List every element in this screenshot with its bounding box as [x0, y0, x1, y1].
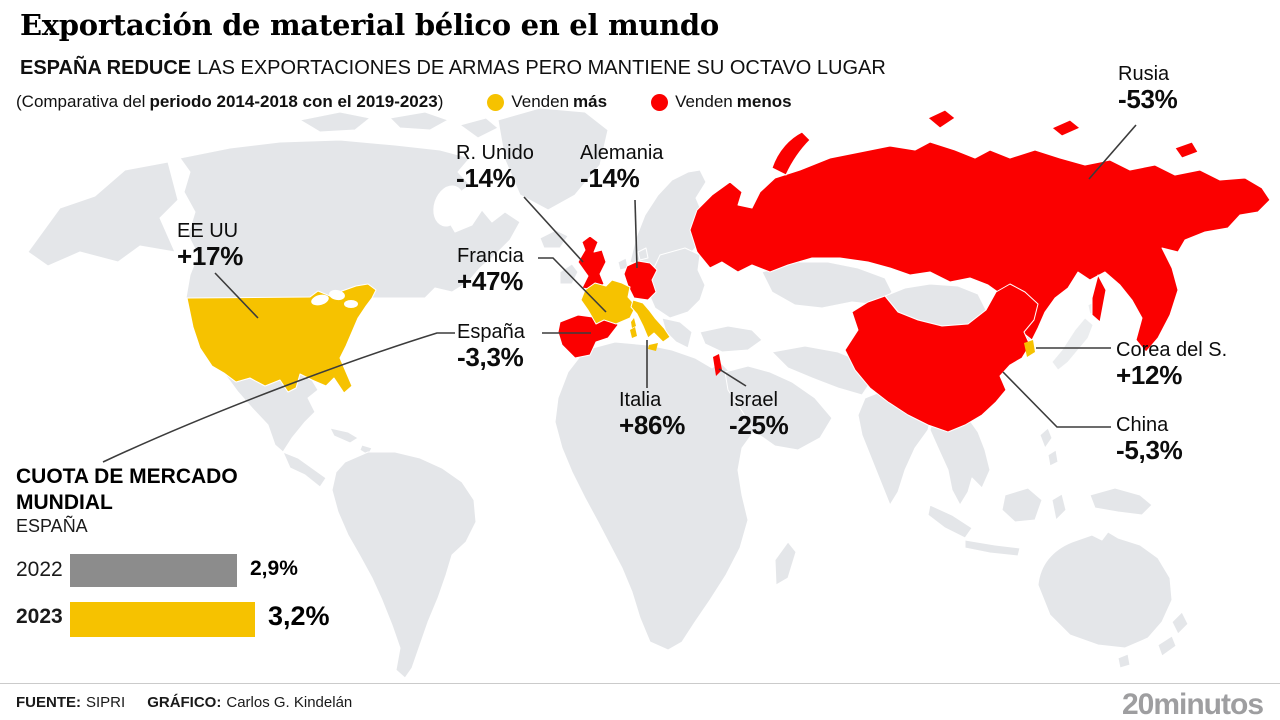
callout-russia	[1088, 124, 1137, 180]
map-label-r-unido: R. Unido -14%	[456, 142, 534, 194]
legend-sell-less: Venden menos	[651, 92, 792, 112]
callout-lines	[102, 124, 1137, 463]
country-value: -5,3%	[1116, 435, 1183, 466]
map-label-francia: Francia +47%	[457, 245, 524, 297]
country-south-korea	[1024, 340, 1035, 357]
country-name: Italia	[619, 389, 662, 411]
country-alaska	[27, 161, 179, 267]
comparison-note: (Comparativa del periodo 2014-2018 con el…	[16, 92, 444, 111]
callout-uk	[523, 196, 584, 263]
bar-2023	[70, 602, 255, 637]
callout-china	[1002, 371, 1111, 428]
source-label: FUENTE:	[16, 694, 81, 711]
country-name: Corea del S.	[1116, 339, 1228, 361]
country-value: -14%	[456, 163, 516, 194]
country-germany	[623, 260, 658, 301]
comparison-and-legend: (Comparativa del periodo 2014-2018 con el…	[16, 92, 792, 112]
map-label-italia: Italia +86%	[619, 389, 685, 441]
country-russia	[689, 141, 1271, 353]
country-greenland	[497, 107, 609, 211]
share-chart-region: ESPAÑA	[16, 516, 88, 536]
bar-value-2022: 2,9%	[250, 557, 298, 580]
callout-france	[538, 257, 607, 313]
country-name: R. Unido	[456, 142, 534, 164]
country-iceland	[539, 229, 569, 249]
country-turkey	[699, 325, 763, 353]
country-canada	[179, 139, 521, 299]
brand-logo: 20minutos	[1121, 688, 1264, 720]
country-name: Alemania	[580, 142, 664, 164]
country-australia	[1037, 531, 1173, 649]
region-southeast-asia	[929, 407, 991, 506]
bar-category-2022: 2022	[16, 558, 63, 581]
country-value: -53%	[1118, 84, 1178, 115]
callout-germany	[634, 199, 638, 269]
footer-credits: FUENTE: SIPRI GRÁFICO: Carlos G. Kindelán	[16, 694, 352, 711]
legend-less-dot-icon	[651, 93, 669, 111]
callout-spain-to-share-chart	[102, 332, 455, 463]
legend-more-dot-icon	[487, 93, 505, 111]
legend-sell-more: Venden más	[487, 92, 607, 112]
callout-eeuu	[214, 272, 259, 319]
subtitle-bold: ESPAÑA REDUCE	[20, 57, 192, 79]
country-china	[844, 283, 1039, 433]
country-value: -3,3%	[457, 342, 524, 373]
map-label-espana: España -3,3%	[457, 321, 525, 373]
country-name: China	[1116, 414, 1169, 436]
country-name: Israel	[729, 389, 778, 411]
country-italy	[630, 299, 671, 343]
continent-south-america	[331, 451, 477, 679]
country-value: -14%	[580, 163, 640, 194]
country-name: España	[457, 321, 525, 343]
callout-israel	[718, 368, 747, 387]
page-subtitle: ESPAÑA REDUCE LAS EXPORTACIONES DE ARMAS …	[20, 57, 886, 80]
map-label-eeuu: EE UU +17%	[177, 220, 243, 272]
map-label-corea: Corea del S. +12%	[1116, 339, 1227, 391]
country-mexico	[223, 372, 319, 453]
graphic-label: GRÁFICO:	[147, 694, 222, 711]
map-label-israel: Israel -25%	[729, 389, 789, 441]
land-shapes	[27, 107, 1189, 679]
bar-value-2023: 3,2%	[268, 601, 330, 631]
bar-2022	[70, 554, 237, 587]
region-arabia	[724, 365, 833, 451]
footer-divider	[0, 683, 1280, 684]
country-value: +86%	[619, 410, 686, 441]
map-label-china: China -5,3%	[1116, 414, 1183, 466]
country-uk	[577, 235, 607, 291]
page-title: Exportación de material bélico en el mun…	[20, 8, 719, 42]
country-name: Rusia	[1118, 63, 1170, 85]
country-name: EE UU	[177, 220, 239, 242]
country-japan	[1051, 317, 1094, 371]
map-label-alemania: Alemania -14%	[580, 142, 663, 194]
country-value: +47%	[457, 266, 524, 297]
map-label-rusia: Rusia -53%	[1118, 63, 1178, 115]
country-value: +12%	[1116, 360, 1183, 391]
country-value: -25%	[729, 410, 789, 441]
subtitle-rest: LAS EXPORTACIONES DE ARMAS PERO MANTIENE…	[197, 57, 886, 79]
country-israel	[713, 354, 722, 376]
source-value: SIPRI	[86, 694, 126, 711]
country-value: +17%	[177, 241, 244, 272]
country-madagascar	[774, 541, 797, 586]
highlighted-countries	[186, 109, 1271, 433]
bar-category-2023: 2023	[16, 605, 63, 628]
country-usa	[186, 283, 377, 394]
country-name: Francia	[457, 245, 524, 267]
share-chart-title: CUOTA DE MERCADO MUNDIAL	[16, 465, 238, 515]
graphic-value: Carlos G. Kindelán	[226, 694, 353, 711]
